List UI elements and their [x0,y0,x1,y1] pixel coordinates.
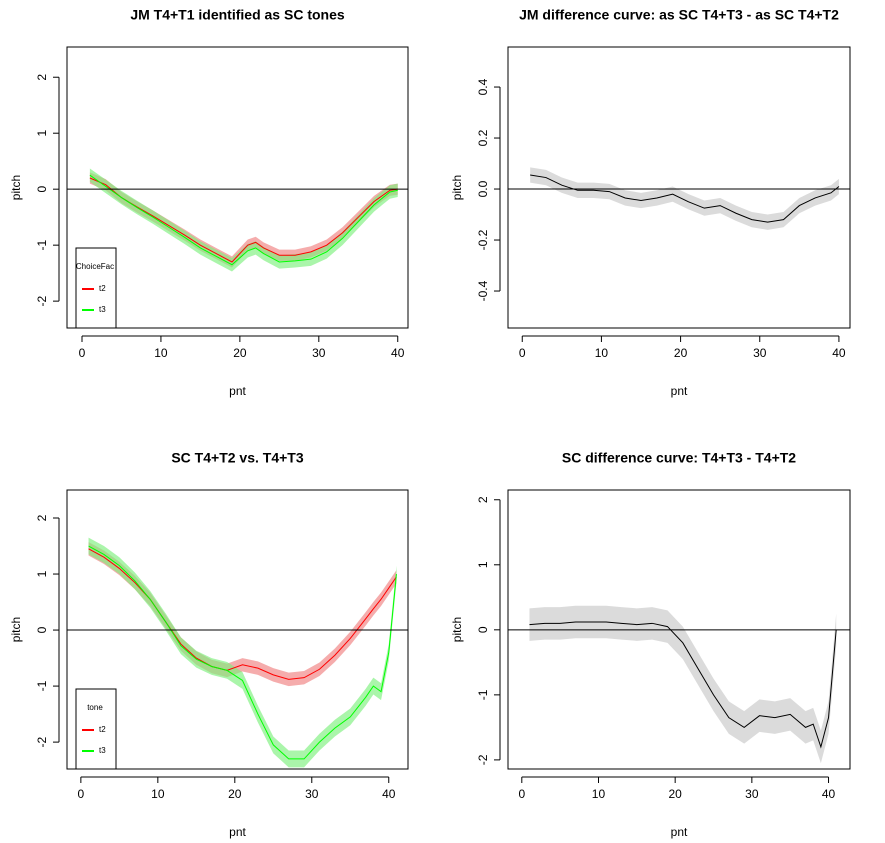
legend-label: t2 [99,725,106,734]
x-tick-label: 10 [151,787,165,801]
panel: JM difference curve: as SC T4+T3 - as SC… [450,7,851,398]
x-tick-label: 40 [391,346,405,360]
x-tick-label: 20 [668,787,682,801]
y-tick-label: -0.4 [476,280,490,301]
y-tick-label: -1 [35,239,49,250]
x-tick-label: 40 [822,787,836,801]
x-tick-label: 0 [518,787,525,801]
legend-label: t3 [99,746,106,755]
series-line [530,174,840,223]
panel: SC T4+T2 vs. T4+T3 pnt pitch 0 10 20 30 40 -2 -1 0… [9,450,409,839]
y-tick-label: 2 [35,74,49,81]
panel: SC difference curve: T4+T3 - T4+T2 pnt pit… [450,450,851,839]
plot-area [529,605,837,764]
plot-area [530,167,840,230]
legend: ChoiceFac t2 t3 [75,247,117,329]
legend-label: t2 [99,284,106,293]
y-tick-label: 0 [476,626,490,633]
y-tick-label: -1 [476,689,490,700]
x-tick-label: 30 [312,346,326,360]
y-axis-label: pitch [450,617,464,642]
y-tick-label: 0.0 [476,180,490,197]
x-axis-label: pnt [229,825,246,839]
confidence-band [89,172,398,268]
plot-area [88,537,397,768]
legend: tone t2 t3 [75,688,117,770]
panel: JM T4+T1 identified as SC tones pnt pitch 0… [9,7,409,398]
legend-title: tone [87,703,103,712]
chart-title: SC T4+T2 vs. T4+T3 [171,450,303,466]
x-axis-label: pnt [671,384,688,398]
y-tick-label: 1 [35,130,49,137]
chart-title: SC difference curve: T4+T3 - T4+T2 [562,450,796,466]
series-line [529,621,837,749]
y-axis-label: pitch [450,175,464,200]
legend-label: t3 [99,305,106,314]
plot-frame [66,46,409,329]
x-tick-label: 20 [233,346,247,360]
y-tick-label: -1 [35,680,49,691]
confidence-band [530,167,839,230]
y-tick-label: 0.2 [476,129,490,146]
plot-frame [66,489,409,770]
x-tick-label: 40 [832,346,846,360]
plot-frame [507,489,851,770]
x-tick-label: 0 [519,346,526,360]
y-tick-label: 0 [35,626,49,633]
confidence-band [529,605,837,764]
plot-frame [507,46,851,329]
x-tick-label: 20 [228,787,242,801]
x-tick-label: 30 [753,346,767,360]
x-tick-label: 30 [745,787,759,801]
x-tick-label: 20 [674,346,688,360]
x-axis-label: pnt [671,825,688,839]
chart-title: JM difference curve: as SC T4+T3 - as SC… [519,7,839,23]
y-tick-label: -2 [35,295,49,306]
y-tick-label: 0.4 [476,78,490,95]
plot-area [89,168,398,272]
y-tick-label: 1 [476,561,490,568]
confidence-band [88,537,397,768]
x-tick-label: 10 [595,346,609,360]
y-tick-label: 1 [35,570,49,577]
x-tick-label: 0 [79,346,86,360]
y-tick-label: 2 [35,514,49,521]
y-tick-label: -2 [476,754,490,765]
x-axis-label: pnt [229,384,246,398]
x-tick-label: 30 [305,787,319,801]
chart-title: JM T4+T1 identified as SC tones [130,7,345,23]
y-tick-label: 2 [476,496,490,503]
x-tick-label: 10 [592,787,606,801]
series-line [88,545,397,760]
x-tick-label: 10 [154,346,168,360]
series-line [89,174,398,266]
x-tick-label: 0 [78,787,85,801]
y-axis-label: pitch [9,175,23,200]
confidence-band [89,168,398,272]
y-axis-label: pitch [9,617,23,642]
x-tick-label: 40 [382,787,396,801]
y-tick-label: -0.2 [476,229,490,250]
y-tick-label: 0 [35,186,49,193]
legend-title: ChoiceFac [76,262,114,271]
series-line [89,177,398,263]
y-tick-label: -2 [35,736,49,747]
